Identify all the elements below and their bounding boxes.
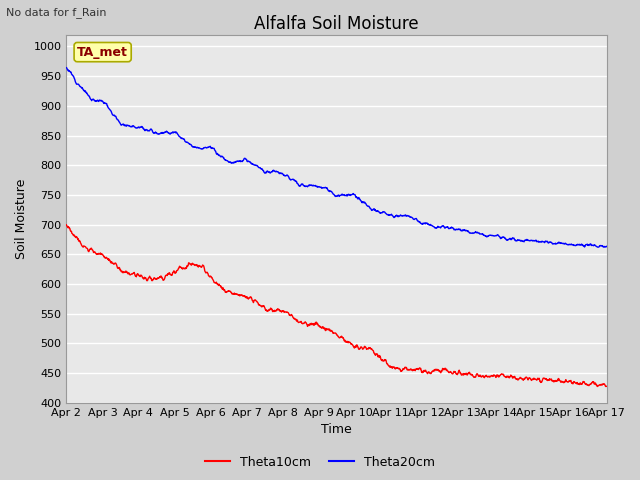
Text: TA_met: TA_met (77, 46, 128, 59)
Legend: Theta10cm, Theta20cm: Theta10cm, Theta20cm (200, 451, 440, 474)
X-axis label: Time: Time (321, 423, 352, 436)
Text: No data for f_Rain: No data for f_Rain (6, 7, 107, 18)
Title: Alfalfa Soil Moisture: Alfalfa Soil Moisture (254, 15, 419, 33)
Y-axis label: Soil Moisture: Soil Moisture (15, 179, 28, 259)
